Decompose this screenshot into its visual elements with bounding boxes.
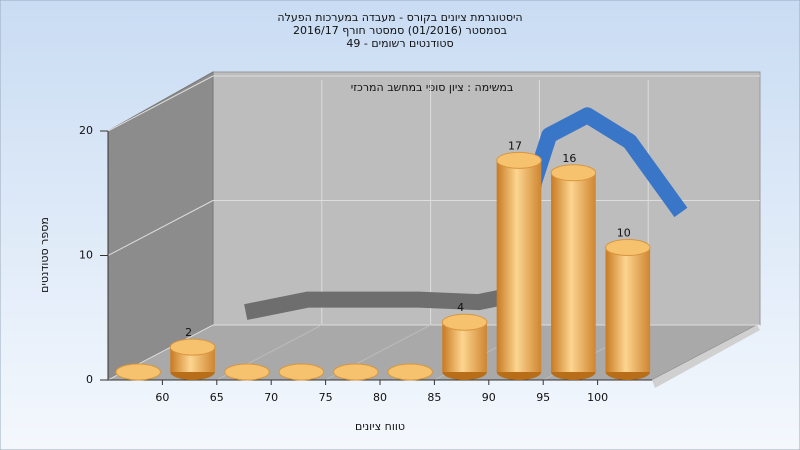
x-tick-label: 90 [482,391,496,404]
x-tick-label: 60 [155,391,169,404]
data-label: 2 [185,326,192,339]
bar [387,363,434,381]
bar [604,239,651,380]
floor-edge [652,325,760,388]
grid-line [107,200,214,256]
bar-body [605,247,651,372]
bar-top [332,363,379,381]
annotation: במשימה : ציון סופי במחשב המרכזי [351,81,514,94]
x-tick-label: 75 [319,391,333,404]
bar [169,338,216,380]
bar-top [441,313,488,331]
x-tick-label: 80 [373,391,387,404]
x-tick-label: 65 [210,391,224,404]
bar-body [496,160,542,372]
data-label: 17 [508,139,522,152]
bar-top [278,363,325,381]
bar-top [387,363,434,381]
grid-line [107,75,214,132]
y-axis-title: מספר סטודנטים [38,217,51,293]
bar [224,363,270,381]
data-label: 16 [562,152,576,165]
bar [441,313,488,380]
x-tick-label: 85 [427,391,441,404]
y-tick-label: 20 [79,124,93,137]
x-axis-title: טווח ציונים [355,420,405,433]
bar [278,363,325,381]
data-label: 4 [457,301,464,314]
bar-top [496,151,542,169]
y-tick-label: 0 [86,373,93,386]
bar-top [604,239,651,256]
bar-top [550,164,597,182]
chart-subtitle: סטודנטים רשומים - 49 [346,37,453,50]
chart-subtitle: בסמסטר (01/2016) סמסטר חורף 2016/17 [293,24,507,37]
y-tick-label: 10 [79,249,93,262]
bar-top [169,338,216,356]
bar [550,164,597,380]
data-label: 10 [617,227,631,240]
curve-ribbon [244,286,518,320]
bar [496,151,542,380]
bar-body [551,172,596,372]
x-tick-label: 95 [536,391,550,404]
bar-top [115,363,162,381]
x-tick-label: 100 [587,391,608,404]
chart-title: היסטוגרמת ציונים בקורס - מעבדה במערכות ה… [277,11,522,24]
x-tick-label: 70 [264,391,278,404]
bar-top [224,363,270,381]
bar [115,363,162,381]
bar [332,363,379,381]
